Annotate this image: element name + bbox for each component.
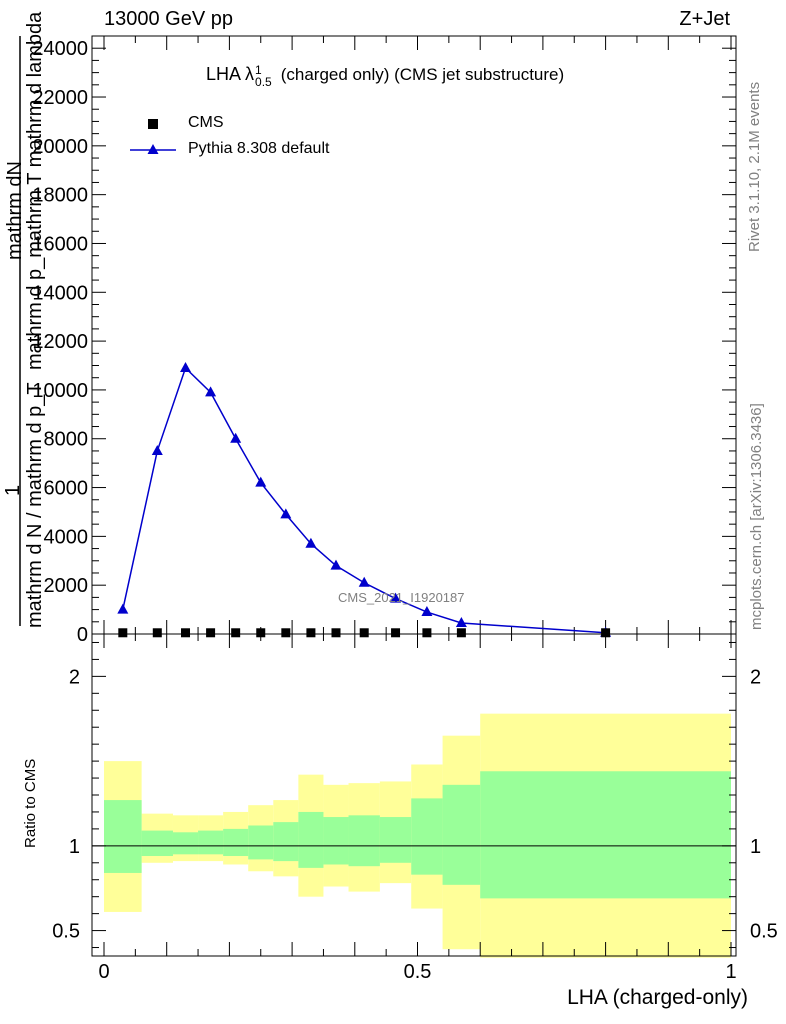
- cms-point-8: [331, 628, 341, 638]
- ratio-y-tick-label-right-2: 2: [750, 666, 761, 688]
- cms-point-9: [359, 628, 369, 638]
- rivet-info: Rivet 3.1.10, 2.1M events: [746, 81, 763, 252]
- cms-point-2: [181, 628, 191, 638]
- mc-point-5: [255, 476, 267, 487]
- ratio-inner-band-13: [480, 771, 731, 899]
- plot-title-main: LHA λ: [206, 64, 255, 84]
- ratio-inner-band-12: [442, 784, 481, 885]
- cms-point-12: [456, 628, 466, 638]
- y-axis-label-mid: mathrm d p_mathrm T mathrm d lambda: [24, 11, 46, 370]
- cms-point-6: [281, 628, 291, 638]
- cms-point-11: [422, 628, 432, 638]
- cms-point-4: [231, 628, 241, 638]
- process-label: Z+Jet: [679, 8, 730, 30]
- y-axis-label-bot: mathrm d N / mathrm d p_T: [24, 382, 46, 628]
- main-y-tick-label-11: 22000: [32, 87, 88, 109]
- mc-point-1: [151, 444, 163, 455]
- ratio-y-tick-label-right-1: 1: [750, 836, 761, 858]
- cms-point-1: [152, 628, 162, 638]
- cms-point-3: [206, 628, 216, 638]
- main-y-tick-label-5: 10000: [32, 380, 88, 402]
- mc-point-10: [390, 592, 402, 603]
- legend-mc-marker: [147, 144, 159, 154]
- x-tick-label-0: 0: [98, 961, 109, 983]
- ratio-inner-band-5: [248, 825, 274, 860]
- mc-point-9: [358, 576, 370, 587]
- mc-point-3: [205, 386, 217, 397]
- mc-point-4: [230, 432, 242, 443]
- mc-point-11: [421, 606, 433, 617]
- ratio-y-tick-label-left-0: 0.5: [52, 921, 80, 943]
- ratio-inner-band-6: [273, 822, 299, 862]
- ratio-y-tick-label-right-0: 0.5: [750, 921, 778, 943]
- mc-point-2: [180, 361, 192, 372]
- main-y-tick-label-2: 4000: [44, 526, 89, 548]
- main-y-tick-label-0: 0: [77, 624, 88, 646]
- ratio-inner-band-0: [104, 800, 142, 873]
- ratio-y-tick-label-left-1: 1: [69, 836, 80, 858]
- mc-point-12: [455, 617, 467, 628]
- main-y-tick-label-10: 20000: [32, 136, 88, 158]
- legend-mc-label: Pythia 8.308 default: [188, 140, 330, 157]
- ratio-y-label: Ratio to CMS: [22, 758, 39, 848]
- main-y-tick-label-12: 24000: [32, 38, 88, 60]
- ratio-inner-band-11: [411, 798, 443, 875]
- main-y-tick-label-9: 18000: [32, 185, 88, 207]
- analysis-watermark: CMS_2021_I1920187: [338, 590, 465, 605]
- legend-data-label: CMS: [188, 114, 224, 131]
- plot-title-sup: 1: [255, 63, 262, 77]
- legend-cms-marker: [148, 119, 158, 129]
- ratio-inner-band-9: [348, 815, 380, 867]
- plot-title-sub: 0.5: [255, 75, 272, 89]
- cms-point-7: [306, 628, 316, 638]
- y-axis-label-one: 1: [2, 484, 24, 496]
- main-y-tick-label-7: 14000: [32, 282, 88, 304]
- ratio-inner-band-2: [172, 832, 199, 855]
- ratio-y-tick-label-left-2: 2: [69, 666, 80, 688]
- ratio-inner-band-10: [379, 817, 412, 863]
- ratio-inner-band-8: [323, 817, 349, 865]
- mc-point-0: [117, 603, 129, 614]
- cms-point-5: [256, 628, 266, 638]
- x-axis-label: LHA (charged-only): [567, 986, 748, 1009]
- ratio-inner-band-7: [298, 811, 324, 868]
- main-y-tick-label-3: 6000: [44, 478, 89, 500]
- main-y-tick-label-6: 12000: [32, 331, 88, 353]
- main-y-tick-label-8: 16000: [32, 233, 88, 255]
- cms-point-0: [118, 628, 128, 638]
- mcplots-info: mcplots.cern.ch [arXiv:1306.3436]: [748, 403, 765, 630]
- mc-series-line: [122, 366, 606, 634]
- plot-title: LHA λ 1 0.5 (charged only) (CMS jet substr…: [206, 64, 564, 88]
- x-tick-label-2: 1: [725, 961, 736, 983]
- mc-point-8: [330, 559, 342, 570]
- energy-label: 13000 GeV pp: [104, 8, 233, 30]
- mc-point-6: [280, 508, 292, 519]
- mc-point-7: [305, 537, 317, 548]
- main-y-tick-label-4: 8000: [44, 429, 89, 451]
- ratio-inner-band-4: [223, 828, 249, 857]
- ratio-inner-band-3: [198, 830, 224, 855]
- plot-title-suffix: (charged only) (CMS jet substructure): [280, 65, 565, 84]
- cms-point-10: [391, 628, 401, 638]
- ratio-inner-band-1: [141, 830, 173, 857]
- main-y-tick-label-1: 2000: [44, 575, 89, 597]
- x-tick-label-1: 0.5: [404, 961, 432, 983]
- cms-point-13: [601, 628, 611, 638]
